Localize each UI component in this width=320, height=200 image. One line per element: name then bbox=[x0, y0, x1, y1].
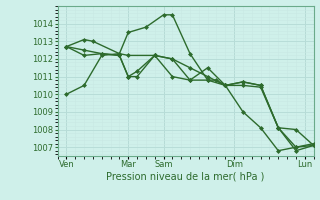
X-axis label: Pression niveau de la mer( hPa ): Pression niveau de la mer( hPa ) bbox=[107, 172, 265, 182]
